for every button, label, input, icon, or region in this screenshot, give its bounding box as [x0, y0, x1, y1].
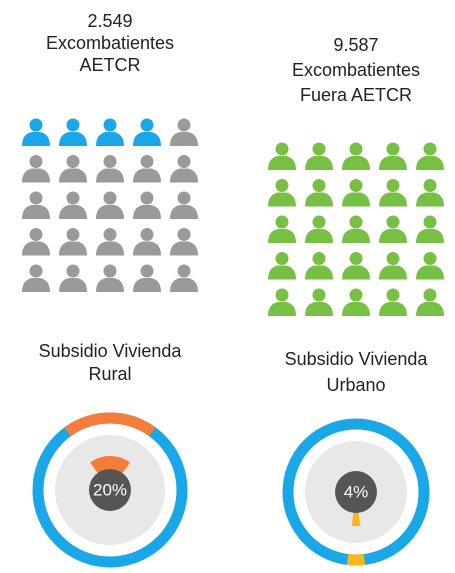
person-icon [133, 264, 161, 292]
subsidy-line: Subsidio Vivienda [285, 349, 429, 369]
person-icon [22, 155, 50, 183]
person-icon [268, 215, 296, 243]
percent-label: 20% [93, 480, 127, 499]
person-icon [416, 142, 444, 170]
ring-arc [64, 412, 156, 437]
person-icon [379, 215, 407, 243]
person-icon [133, 228, 161, 256]
person-icon [342, 215, 370, 243]
person-icon [96, 228, 124, 256]
person-icon [170, 228, 198, 256]
person-icon [59, 191, 87, 219]
person-icon [96, 191, 124, 219]
person-icon [133, 155, 161, 183]
person-icon [305, 179, 333, 207]
person-icon [170, 118, 198, 146]
person-icon [170, 191, 198, 219]
person-icon [59, 228, 87, 256]
percent-label: 4% [344, 482, 369, 501]
person-icon [22, 191, 50, 219]
person-icon [96, 118, 124, 146]
person-icon [268, 142, 296, 170]
person-icon [170, 155, 198, 183]
subsidy-line: Urbano [326, 375, 385, 395]
label-line: Excombatientes [292, 60, 420, 80]
person-icon [305, 288, 333, 316]
person-icon [59, 118, 87, 146]
label-line: Fuera AETCR [300, 85, 412, 105]
inner-arc [90, 456, 130, 475]
person-icon [96, 155, 124, 183]
center-disc [89, 469, 131, 511]
person-icon [96, 264, 124, 292]
subsidy-line: Subsidio Vivienda [39, 341, 183, 361]
label-line: Excombatientes [46, 33, 174, 53]
person-icon [305, 252, 333, 280]
subsidy-line: Rural [88, 364, 131, 384]
person-icon [342, 288, 370, 316]
person-icon [133, 118, 161, 146]
person-icon [268, 252, 296, 280]
person-icon [305, 142, 333, 170]
person-icon [342, 252, 370, 280]
person-icon [22, 118, 50, 146]
person-icon [170, 264, 198, 292]
person-icon [379, 142, 407, 170]
person-icon [268, 179, 296, 207]
person-icon [379, 179, 407, 207]
person-icon [22, 264, 50, 292]
count: 2.549 [87, 11, 132, 31]
person-icon [305, 215, 333, 243]
person-icon [379, 288, 407, 316]
person-icon [379, 252, 407, 280]
person-icon [22, 228, 50, 256]
person-icon [416, 252, 444, 280]
person-icon [268, 288, 296, 316]
ring-arc [346, 553, 366, 566]
label-line: AETCR [79, 55, 140, 75]
person-icon [416, 179, 444, 207]
count: 9.587 [333, 35, 378, 55]
person-icon [416, 215, 444, 243]
person-icon [342, 179, 370, 207]
center-disc [335, 471, 377, 513]
person-icon [59, 264, 87, 292]
person-icon [133, 191, 161, 219]
person-icon [416, 288, 444, 316]
person-icon [59, 155, 87, 183]
person-icon [342, 142, 370, 170]
